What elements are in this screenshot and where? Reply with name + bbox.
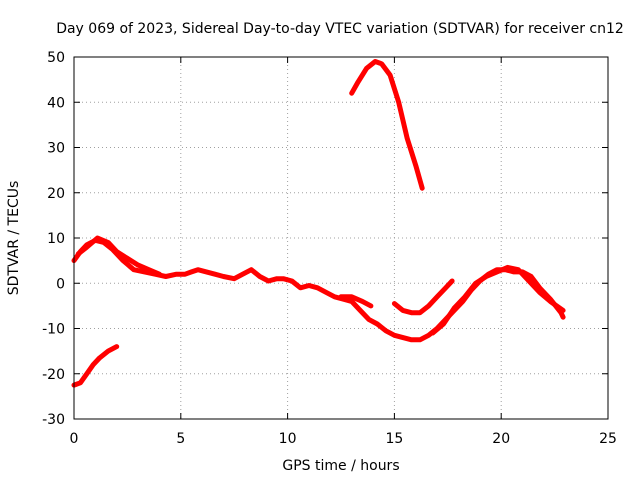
series-line-high-arc [349,59,425,191]
y-tick-label: -10 [42,322,65,338]
y-tick-label: -30 [42,412,65,428]
series-line-rise-branch [430,264,566,336]
y-tick-label: 30 [47,141,65,157]
y-tick-label: 40 [47,95,65,111]
y-tick-label: 50 [47,50,65,66]
y-tick-label: 20 [47,186,65,202]
x-tick-label: 15 [385,431,403,447]
x-axis-title: GPS time / hours [282,458,399,474]
y-tick-label: -20 [42,367,65,383]
series-line-upper-branch [75,235,162,277]
y-tick-label: 10 [47,231,65,247]
y-tick-label: 0 [56,276,65,292]
x-tick-label: 0 [70,431,79,447]
x-tick-label: 20 [492,431,510,447]
x-tick-label: 10 [279,431,297,447]
chart-title: Day 069 of 2023, Sidereal Day-to-day VTE… [56,21,624,37]
y-axis-title: SDTVAR / TECUs [6,181,22,296]
axis-ticks: 0 5 10 15 20 25 -30 -20 -10 0 10 20 30 40 50 [42,50,617,447]
series-line-mid-branch [338,294,374,309]
series-line-dip-segment [391,278,455,316]
x-tick-label: 5 [176,431,185,447]
series-line-lower-segment [71,344,120,388]
x-tick-label: 25 [599,431,617,447]
grid [74,57,608,419]
data-series [71,59,566,388]
